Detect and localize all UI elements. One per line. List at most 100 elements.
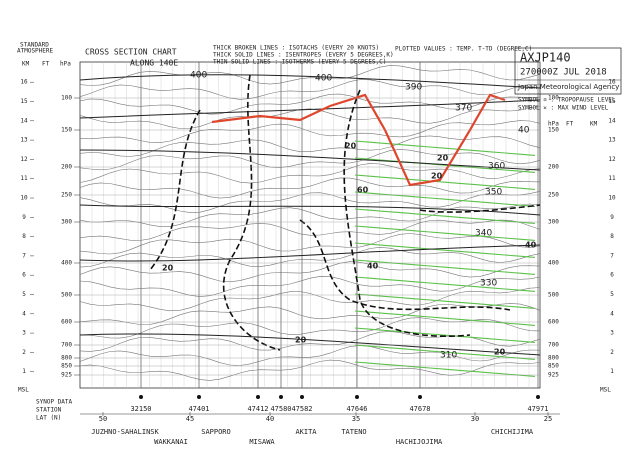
isotach (419, 204, 541, 213)
lat-tick-label: 25 (544, 415, 552, 423)
hpa-tick-label: 850 (61, 363, 72, 370)
km-tick-label: 4 (22, 310, 26, 317)
isotach-label: 20 (494, 348, 506, 357)
jet-line (354, 242, 536, 258)
jet-line (354, 140, 536, 156)
synop-mark (197, 395, 201, 399)
km-tick-label: 6 (22, 272, 26, 279)
km-tick-label: 2 (610, 349, 614, 356)
isotherm (79, 276, 541, 297)
isotherm (79, 303, 541, 325)
station-name: JUZHNO-SAHALINSK (91, 428, 159, 436)
jet-line (354, 293, 536, 309)
isotach (222, 74, 281, 351)
isotherm (79, 105, 541, 129)
jet-line (354, 174, 536, 190)
hpa-tick-label: 925 (61, 372, 72, 379)
km-tick-label: 5 (22, 291, 26, 298)
station-id: 47401 (188, 405, 209, 413)
jet-line (354, 191, 536, 207)
hpa-tick-label: 400 (548, 260, 559, 267)
lat-tick-label: 35 (352, 415, 360, 423)
isotherm (79, 177, 541, 199)
isentrope-label: 400 (315, 74, 332, 84)
isentrope-label: 360 (488, 162, 505, 172)
synop-mark (418, 395, 422, 399)
synop-mark (300, 395, 304, 399)
synop-label: SYNOP DATA (36, 399, 73, 406)
axis-unit: hPa (60, 61, 71, 68)
axis-unit: KM (590, 121, 598, 128)
isotherm (79, 163, 541, 184)
isotherm (79, 203, 541, 227)
symbol-legend: SYMBOL ✡ : TROPOPAUSE LEVEL (518, 97, 616, 104)
hpa-tick-label: 800 (548, 355, 559, 362)
chart-subtitle: ALONG 140E (130, 59, 178, 68)
synop-mark (256, 395, 260, 399)
station-id: 47678 (409, 405, 430, 413)
isotach-label: 40 (367, 262, 379, 271)
station-name: MISAWA (249, 438, 275, 446)
hpa-tick-label: 150 (548, 127, 559, 134)
isentrope (79, 149, 541, 171)
jet-line (354, 276, 536, 292)
hpa-tick-label: 500 (548, 292, 559, 299)
km-tick-label: 2 (22, 349, 26, 356)
isotach-label: 20 (345, 142, 357, 151)
hpa-tick-label: 150 (61, 127, 72, 134)
km-tick-label: 6 (610, 272, 614, 279)
axis-unit: FT (42, 61, 50, 68)
isentrope-label: 340 (475, 229, 492, 239)
km-tick-label: 4 (610, 310, 614, 317)
hpa-tick-label: 600 (61, 319, 72, 326)
isotach-label: 40 (525, 241, 537, 250)
hpa-tick-label: 700 (548, 342, 559, 349)
isotherm (79, 65, 541, 86)
jet-line (354, 327, 536, 343)
hpa-tick-label: 250 (548, 192, 559, 199)
synop-mark (355, 395, 359, 399)
hpa-tick-label: 300 (548, 219, 559, 226)
km-tick-label: 16 (20, 79, 28, 86)
axis-unit: KM (22, 61, 30, 68)
axis-unit: hPa (548, 121, 559, 128)
isentrope-label: 370 (455, 104, 472, 114)
hpa-tick-label: 500 (61, 292, 72, 299)
km-tick-label: 10 (20, 195, 28, 202)
isotherm (79, 79, 541, 100)
station-name: WAKKANAI (154, 438, 188, 446)
lat-tick-label: 40 (266, 415, 274, 423)
km-tick-label: 13 (608, 137, 616, 144)
km-tick-label: 1 (22, 368, 26, 375)
code-box (514, 47, 622, 95)
station-id: 47646 (346, 405, 367, 413)
jet-line (354, 344, 536, 360)
km-tick-label: 7 (610, 252, 614, 259)
hpa-tick-label: 800 (61, 355, 72, 362)
station-id: 47582 (291, 405, 312, 413)
km-tick-label: 3 (22, 330, 26, 337)
jet-line (354, 361, 536, 377)
isentrope (79, 333, 541, 356)
isentrope (79, 244, 541, 262)
hpa-tick-label: 200 (61, 164, 72, 171)
km-tick-label: 15 (608, 98, 616, 105)
jet-line (354, 208, 536, 224)
isotherm (79, 219, 541, 241)
chart-code: AXJP140 (520, 51, 571, 65)
station-name: CHICHIJIMA (491, 428, 534, 436)
isotherm (79, 149, 541, 171)
station-name: AKITA (295, 428, 317, 436)
agency: Japan Meteorological Agency (517, 83, 619, 91)
km-tick-label: 7 (22, 252, 26, 259)
contours (79, 62, 541, 388)
isotach-label: 20 (437, 154, 449, 163)
axis-title: ATMOSPHERE (17, 48, 54, 55)
chart-time: 270000Z JUL 2018 (520, 68, 607, 78)
km-tick-label: 9 (610, 214, 614, 221)
isotherm (79, 120, 541, 144)
hpa-tick-label: 850 (548, 363, 559, 370)
isotach-label: 60 (357, 186, 369, 195)
msl-label: MSL (18, 387, 29, 394)
